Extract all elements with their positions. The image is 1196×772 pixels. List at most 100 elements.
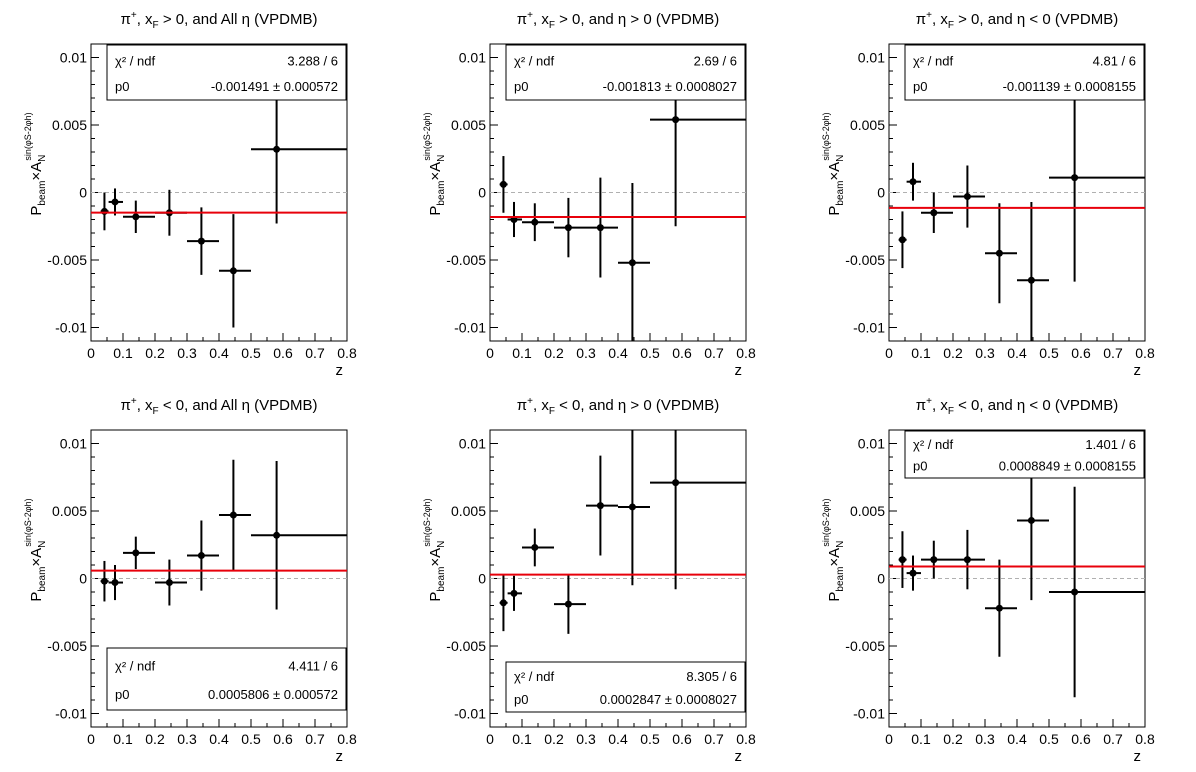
y-axis-label: Pbeam×ANsin(φS-2φh) <box>23 498 48 601</box>
data-point <box>123 200 155 233</box>
data-point <box>507 575 522 611</box>
ylabel-beam: beam <box>835 181 846 206</box>
data-point <box>650 430 746 590</box>
y-tick-label: 0.01 <box>858 50 885 66</box>
stats-p0-label: p0 <box>514 79 528 94</box>
stats-frame <box>904 430 1145 479</box>
marker <box>100 207 108 215</box>
ylabel-P: P <box>28 206 45 216</box>
marker <box>564 224 572 232</box>
title-post: > 0, and η > 0 (VPDMB) <box>555 11 719 28</box>
marker <box>909 569 917 577</box>
y-tick-label: -0.005 <box>845 252 885 268</box>
title-post: > 0, and η < 0 (VPDMB) <box>954 11 1118 28</box>
marker <box>1027 516 1035 524</box>
marker <box>672 116 680 124</box>
stats-chi2-label: χ² / ndf <box>514 669 554 684</box>
x-tick-label: 0.3 <box>177 345 197 361</box>
title-sup: + <box>926 10 932 21</box>
x-tick-label: 0.8 <box>1135 345 1155 361</box>
marker <box>510 589 518 597</box>
x-tick-label: 0 <box>885 731 893 747</box>
stats-p0-value: -0.001813 ± 0.0008027 <box>603 79 737 94</box>
x-tick-label: 0.6 <box>672 731 692 747</box>
data-point <box>921 540 953 579</box>
x-tick-label: 0.7 <box>1103 731 1123 747</box>
ylabel-sin: sin(φS-2φh) <box>422 112 432 160</box>
data-point <box>618 430 650 586</box>
data-layer <box>490 44 746 341</box>
data-layer <box>889 73 1145 341</box>
stats-chi2-label: χ² / ndf <box>514 54 554 69</box>
x-tick-label: 0.6 <box>273 731 293 747</box>
x-tick-label: 0 <box>486 731 494 747</box>
data-point <box>251 461 347 610</box>
title-mid: , x <box>137 11 153 28</box>
data-point <box>586 177 618 278</box>
data-point <box>187 207 219 275</box>
title-mid: , x <box>533 397 549 414</box>
title-sub: F <box>948 20 954 31</box>
x-tick-label: 0 <box>885 345 893 361</box>
data-point <box>522 203 554 242</box>
data-point <box>921 192 953 233</box>
x-axis-label: z <box>1134 748 1142 765</box>
marker <box>1071 174 1079 182</box>
stats-chi2-value: 4.81 / 6 <box>1093 54 1136 69</box>
marker <box>100 577 108 585</box>
title-mid: , x <box>932 397 948 414</box>
title-mid: , x <box>533 11 549 28</box>
data-point <box>985 559 1017 657</box>
x-tick-label: 0.1 <box>512 345 532 361</box>
x-tick-label: 0.8 <box>337 345 357 361</box>
x-tick-label: 0.1 <box>911 731 931 747</box>
stats-frame <box>505 661 746 713</box>
marker <box>898 556 906 564</box>
stats-box: χ² / ndf 8.305 / 6 p0 0.0002847 ± 0.0008027 <box>505 661 746 713</box>
ylabel-beam: beam <box>436 181 447 206</box>
y-tick-label: -0.005 <box>446 252 486 268</box>
y-tick-label: 0.01 <box>858 436 885 452</box>
x-tick-label: 0.7 <box>704 731 724 747</box>
title-post: < 0, and All η (VPDMB) <box>159 397 318 414</box>
ylabel-times: ×A <box>28 162 45 181</box>
data-point <box>1049 73 1145 282</box>
x-tick-label: 0.7 <box>1103 345 1123 361</box>
data-point <box>898 531 907 588</box>
stats-p0-value: 0.0002847 ± 0.0008027 <box>600 692 737 707</box>
x-tick-label: 0.3 <box>975 345 995 361</box>
marker <box>197 552 205 560</box>
stats-p0-value: -0.001139 ± 0.0008155 <box>1003 79 1136 94</box>
data-point <box>1049 486 1145 698</box>
marker <box>909 178 917 186</box>
y-tick-label: 0.01 <box>459 50 486 66</box>
y-tick-label: -0.01 <box>55 706 87 722</box>
x-tick-label: 0.2 <box>145 345 165 361</box>
data-point <box>906 555 921 591</box>
x-tick-label: 0.7 <box>305 345 325 361</box>
x-tick-label: 0 <box>87 731 95 747</box>
stats-chi2-label: χ² / ndf <box>115 54 155 69</box>
x-axis-label: z <box>735 748 743 765</box>
title-sub: F <box>153 406 159 417</box>
stats-p0-label: p0 <box>514 692 528 707</box>
stats-p0-label: p0 <box>913 79 927 94</box>
marker <box>273 531 281 539</box>
data-point <box>187 520 219 591</box>
ylabel-times: ×A <box>28 548 45 567</box>
marker <box>995 604 1003 612</box>
x-tick-label: 0.5 <box>640 731 660 747</box>
title-post: > 0, and All η (VPDMB) <box>159 11 318 28</box>
x-tick-label: 0.5 <box>640 345 660 361</box>
title-mid: , x <box>137 397 153 414</box>
marker <box>499 180 507 188</box>
stats-frame <box>904 44 1145 101</box>
stats-chi2-value: 3.288 / 6 <box>287 54 338 69</box>
ylabel-times: ×A <box>427 548 444 567</box>
marker <box>165 579 173 587</box>
y-tick-label: 0 <box>79 185 87 201</box>
x-tick-label: 0.2 <box>943 345 963 361</box>
data-point <box>985 203 1017 304</box>
ylabel-sin: sin(φS-2φh) <box>23 498 33 546</box>
x-tick-label: 0 <box>486 345 494 361</box>
